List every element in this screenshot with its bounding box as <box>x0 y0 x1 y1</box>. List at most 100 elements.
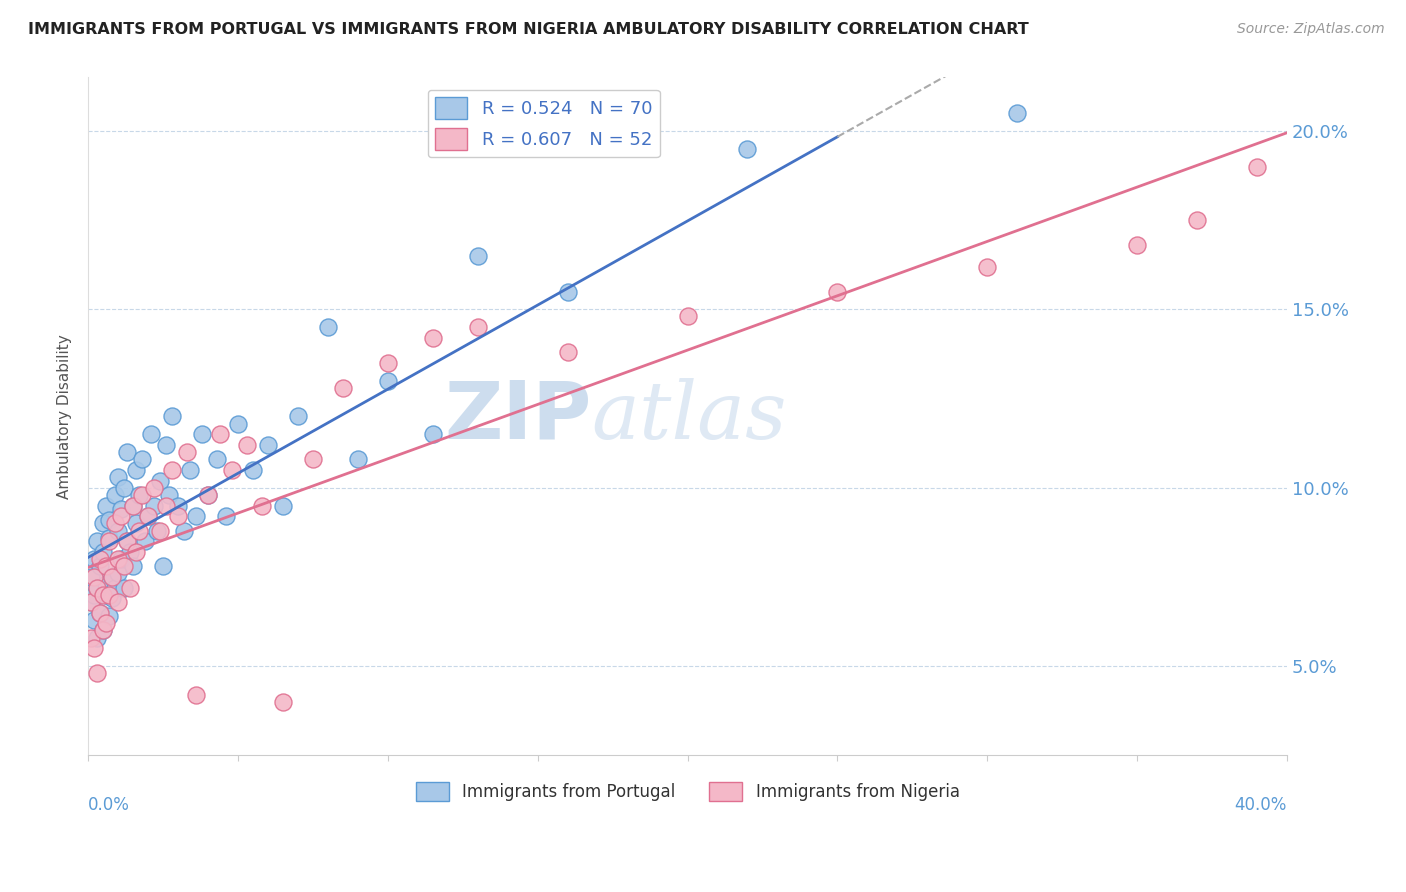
Point <box>128 488 150 502</box>
Point <box>80 570 103 584</box>
Point <box>104 488 127 502</box>
Point <box>1185 213 1208 227</box>
Point <box>287 409 309 424</box>
Y-axis label: Ambulatory Disability: Ambulatory Disability <box>58 334 72 499</box>
Point <box>152 559 174 574</box>
Point <box>332 381 354 395</box>
Point <box>122 499 145 513</box>
Point <box>208 427 231 442</box>
Text: 40.0%: 40.0% <box>1234 796 1286 814</box>
Point <box>89 559 111 574</box>
Point <box>86 534 108 549</box>
Point <box>86 666 108 681</box>
Point <box>160 409 183 424</box>
Point <box>136 509 159 524</box>
Point <box>94 559 117 574</box>
Point <box>101 570 124 584</box>
Point <box>176 445 198 459</box>
Point <box>167 509 190 524</box>
Point <box>115 534 138 549</box>
Point <box>98 513 121 527</box>
Point <box>110 509 132 524</box>
Point <box>89 552 111 566</box>
Point <box>136 509 159 524</box>
Point <box>86 581 108 595</box>
Point <box>139 427 162 442</box>
Point <box>112 581 135 595</box>
Point <box>122 559 145 574</box>
Point <box>80 631 103 645</box>
Point <box>146 524 169 538</box>
Point <box>143 499 166 513</box>
Point <box>271 499 294 513</box>
Point <box>134 534 156 549</box>
Point <box>83 588 105 602</box>
Point <box>107 595 129 609</box>
Point <box>221 463 243 477</box>
Text: IMMIGRANTS FROM PORTUGAL VS IMMIGRANTS FROM NIGERIA AMBULATORY DISABILITY CORREL: IMMIGRANTS FROM PORTUGAL VS IMMIGRANTS F… <box>28 22 1029 37</box>
Point <box>215 509 238 524</box>
Point <box>316 320 339 334</box>
Point <box>120 581 142 595</box>
Point <box>160 463 183 477</box>
Point <box>94 588 117 602</box>
Point <box>94 577 117 591</box>
Point <box>107 566 129 581</box>
Point <box>197 488 219 502</box>
Point <box>122 499 145 513</box>
Point <box>98 588 121 602</box>
Point <box>676 310 699 324</box>
Point <box>104 516 127 531</box>
Point <box>125 516 148 531</box>
Point <box>143 481 166 495</box>
Point <box>976 260 998 274</box>
Point <box>467 320 489 334</box>
Point <box>1126 238 1149 252</box>
Point <box>104 581 127 595</box>
Point <box>83 552 105 566</box>
Point <box>184 688 207 702</box>
Point <box>197 488 219 502</box>
Point <box>94 499 117 513</box>
Point <box>271 695 294 709</box>
Point <box>205 452 228 467</box>
Point <box>737 142 759 156</box>
Point <box>377 374 399 388</box>
Point <box>101 570 124 584</box>
Point <box>557 285 579 299</box>
Point <box>157 488 180 502</box>
Point <box>128 524 150 538</box>
Text: 0.0%: 0.0% <box>89 796 129 814</box>
Point <box>191 427 214 442</box>
Point <box>250 499 273 513</box>
Point <box>827 285 849 299</box>
Point <box>94 616 117 631</box>
Point <box>115 445 138 459</box>
Point <box>347 452 370 467</box>
Point <box>131 488 153 502</box>
Point <box>179 463 201 477</box>
Text: ZIP: ZIP <box>444 377 592 456</box>
Point <box>107 470 129 484</box>
Point <box>98 531 121 545</box>
Point <box>101 591 124 606</box>
Point <box>302 452 325 467</box>
Point <box>112 559 135 574</box>
Text: atlas: atlas <box>592 377 787 455</box>
Point <box>110 502 132 516</box>
Point <box>422 427 444 442</box>
Point <box>80 595 103 609</box>
Point <box>149 524 172 538</box>
Legend: Immigrants from Portugal, Immigrants from Nigeria: Immigrants from Portugal, Immigrants fro… <box>409 775 966 808</box>
Point <box>184 509 207 524</box>
Point <box>110 552 132 566</box>
Point <box>91 624 114 638</box>
Point <box>98 534 121 549</box>
Point <box>120 545 142 559</box>
Point <box>257 438 280 452</box>
Point <box>115 534 138 549</box>
Point <box>86 581 108 595</box>
Point <box>167 499 190 513</box>
Point <box>112 481 135 495</box>
Point <box>83 613 105 627</box>
